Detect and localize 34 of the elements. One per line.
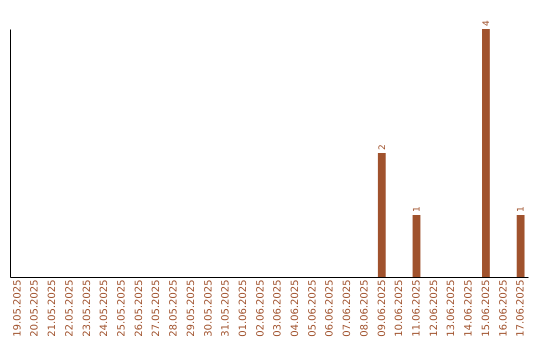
x-tick-label: 23.05.2025: [82, 280, 93, 337]
x-tick-label: 15.06.2025: [480, 280, 492, 337]
data-label: 1: [412, 206, 423, 212]
x-tick-label: 02.06.2025: [255, 280, 266, 337]
x-tick-label: 25.05.2025: [116, 280, 128, 337]
x-tick-label: 10.06.2025: [394, 280, 406, 337]
x-tick-label: 28.05.2025: [168, 280, 180, 337]
x-tick-label: 06.06.2025: [324, 280, 336, 337]
x-tick-label: 09.06.2025: [376, 280, 388, 337]
x-tick-label: 22.05.2025: [64, 280, 76, 337]
x-tick-label: 29.05.2025: [186, 280, 197, 337]
x-tick-label: 19.05.2025: [12, 280, 24, 337]
x-tick-label: 21.05.2025: [47, 280, 58, 337]
x-tick-label: 16.06.2025: [498, 280, 510, 337]
x-tick-label: 26.05.2025: [134, 280, 145, 337]
x-tick-label: 01.06.2025: [238, 280, 249, 337]
x-tick-label: 27.05.2025: [151, 280, 162, 337]
x-tick-label: 08.06.2025: [359, 280, 370, 337]
x-tick-label: 03.06.2025: [272, 280, 284, 337]
data-label: 2: [378, 144, 388, 150]
x-tick-label: 30.05.2025: [203, 280, 214, 337]
x-tick-label: 13.06.2025: [446, 280, 458, 337]
x-tick-label: 04.06.2025: [290, 280, 302, 337]
x-tick-label: 11.06.2025: [412, 280, 423, 337]
x-tick-label: 14.06.2025: [464, 280, 475, 337]
x-tick-label: 31.05.2025: [220, 280, 232, 337]
x-tick-label: 24.05.2025: [99, 280, 110, 337]
x-tick-label: 07.06.2025: [342, 280, 354, 337]
x-tick-label: 12.06.2025: [428, 280, 440, 337]
data-label: 1: [516, 206, 527, 212]
x-tick-label: 05.06.2025: [307, 280, 318, 337]
x-tick-label: 20.05.2025: [30, 280, 41, 337]
x-tick-label: 17.06.2025: [516, 280, 527, 337]
data-label: 4: [482, 20, 492, 26]
